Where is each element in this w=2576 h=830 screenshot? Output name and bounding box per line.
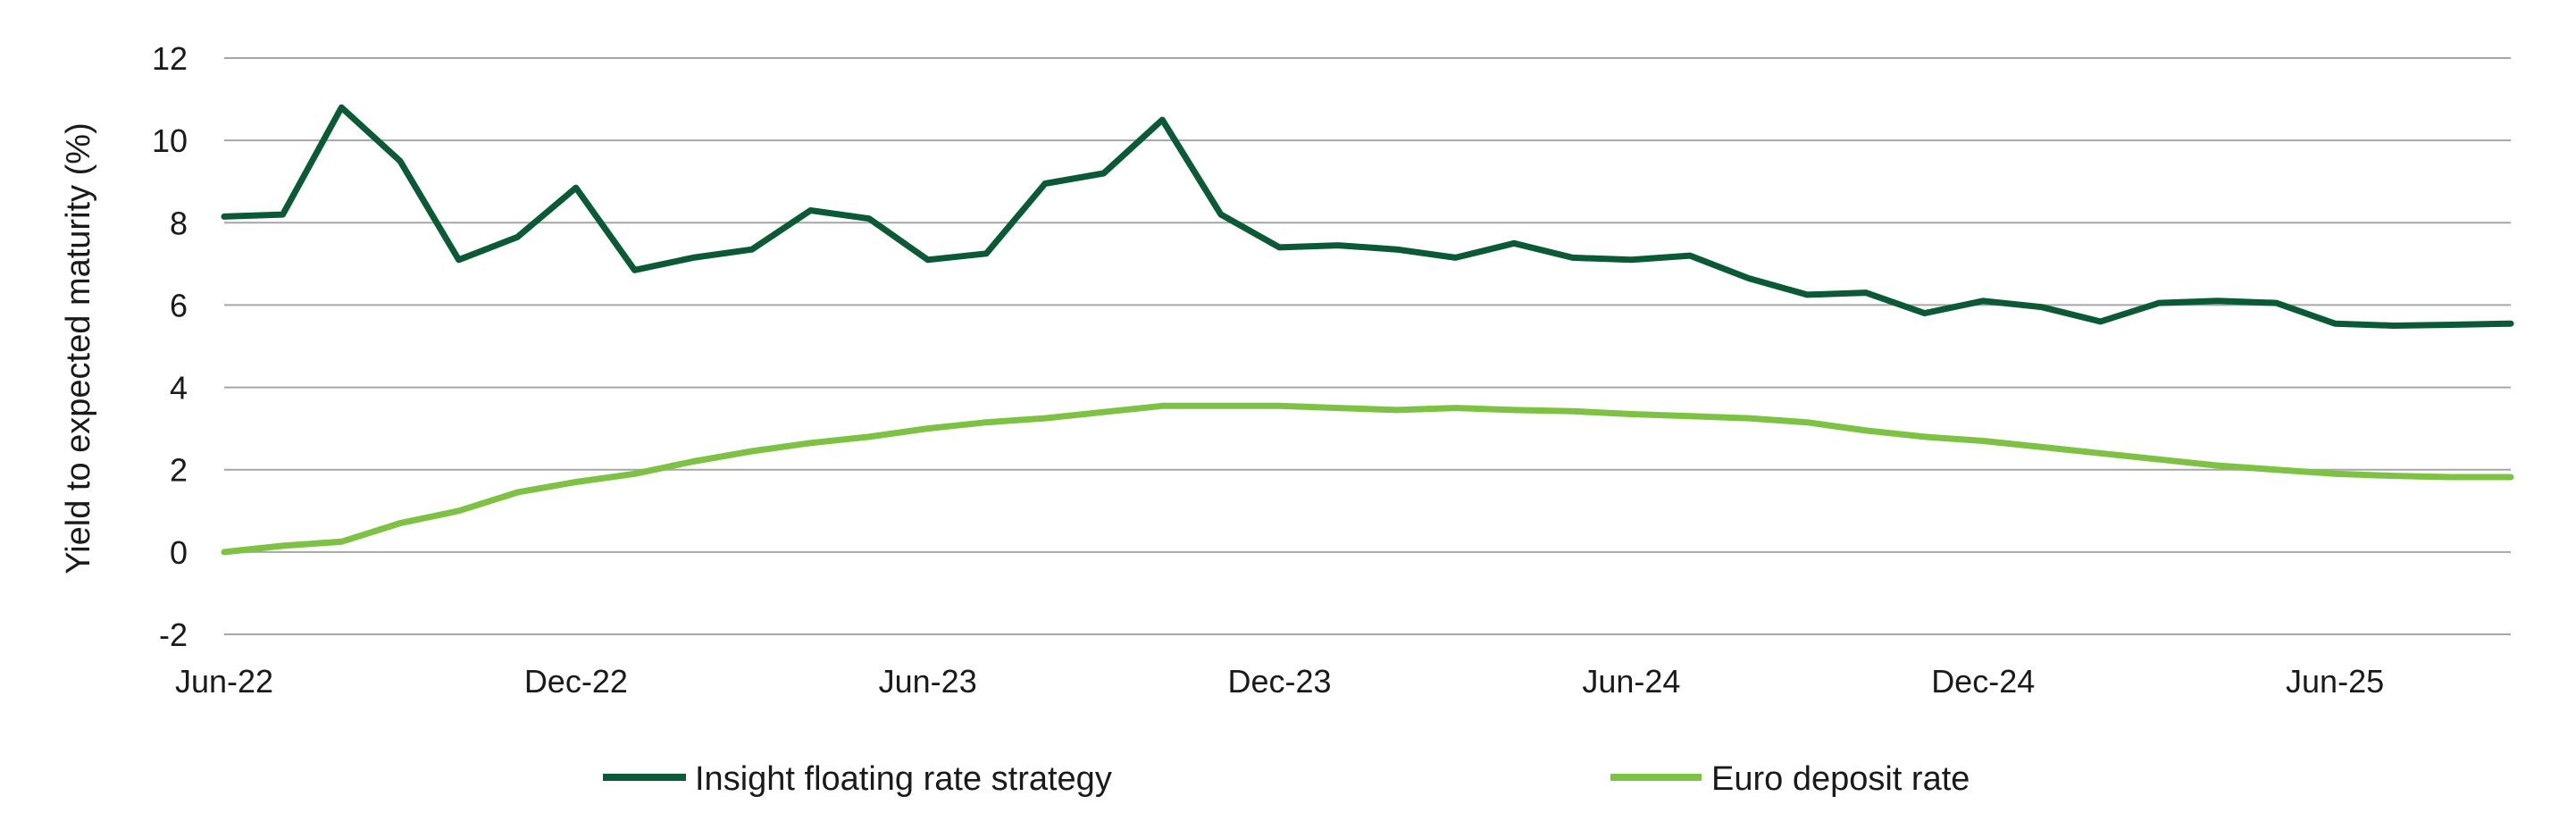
series-lines — [221, 104, 2514, 556]
gridlines — [224, 57, 2511, 635]
x-axis-ticks: Jun-22 Dec-22 Jun-23 Dec-23 Jun-24 Dec-24 Jun-… — [175, 663, 2384, 700]
y-axis-label: Yield to expected maturity (%) — [60, 122, 97, 574]
y-tick-label: 4 — [170, 370, 188, 407]
y-tick-label: 6 — [170, 287, 188, 323]
y-tick-label: 10 — [152, 122, 188, 159]
series-line-euro — [221, 402, 2514, 556]
legend: Insight floating rate strategy Euro depo… — [603, 760, 1970, 798]
series-line-insight — [221, 104, 2514, 329]
y-tick-label: 2 — [170, 452, 188, 489]
legend-label-insight: Insight floating rate strategy — [695, 760, 1112, 798]
legend-item-euro: Euro deposit rate — [1610, 760, 1970, 798]
x-tick-label: Dec-24 — [1931, 663, 2035, 700]
x-tick-label: Jun-24 — [1582, 663, 1680, 700]
legend-label-euro: Euro deposit rate — [1711, 760, 1970, 798]
x-tick-label: Dec-23 — [1228, 663, 1332, 700]
y-tick-label: 12 — [152, 40, 188, 77]
y-tick-label: 0 — [170, 534, 188, 571]
y-tick-label: -2 — [159, 616, 188, 653]
legend-item-insight: Insight floating rate strategy — [603, 760, 1112, 798]
x-tick-label: Jun-25 — [2286, 663, 2384, 700]
x-tick-label: Dec-22 — [524, 663, 628, 700]
y-tick-label: 8 — [170, 205, 188, 241]
x-tick-label: Jun-22 — [175, 663, 273, 700]
y-axis-ticks: -2 0 2 4 6 8 10 12 — [152, 40, 188, 653]
x-tick-label: Jun-23 — [879, 663, 977, 700]
